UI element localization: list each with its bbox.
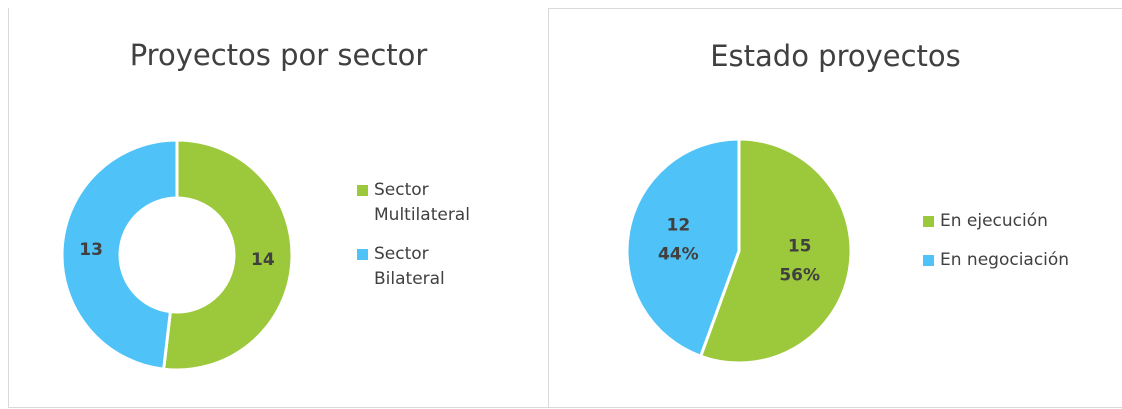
chart: 15 56% 12 44% — [625, 137, 853, 365]
legend-label: En negociación — [940, 250, 1070, 270]
percent-label: 44% — [658, 244, 699, 264]
pie-slice — [698, 137, 853, 365]
chart-title: Proyectos por sector — [129, 38, 428, 72]
data-label: 15 — [788, 237, 812, 257]
data-label: 12 — [666, 215, 690, 235]
legend-item: En ejecución — [923, 209, 1073, 234]
data-label: 14 — [251, 250, 275, 270]
legend-label: En ejecución — [940, 211, 1048, 231]
data-label: 13 — [79, 240, 103, 260]
chart-title: Estado proyectos — [710, 39, 961, 73]
legend-swatch — [357, 185, 368, 196]
legend-swatch — [923, 216, 934, 227]
legend-item: Sector Bilateral — [357, 242, 497, 292]
chart: 14 13 — [60, 138, 294, 372]
legend-item: En negociación — [923, 248, 1073, 273]
legend-label: Sector Multilateral — [374, 180, 470, 225]
chart-panel: Proyectos por sector 14 13 Sector Multila… — [8, 8, 549, 408]
chart-panel: Estado proyectos 15 56% 12 44% En ejecución… — [548, 8, 1122, 408]
legend-item: Sector Multilateral — [357, 178, 497, 228]
pie-slice — [625, 137, 741, 359]
legend: Sector Multilateral Sector Bilateral — [357, 178, 497, 306]
donut-segment — [161, 138, 294, 372]
percent-label: 56% — [779, 266, 820, 286]
legend: En ejecución En negociación — [923, 209, 1073, 287]
legend-label: Sector Bilateral — [374, 244, 445, 289]
legend-swatch — [357, 249, 368, 260]
legend-swatch — [923, 255, 934, 266]
donut-segment — [60, 138, 179, 371]
